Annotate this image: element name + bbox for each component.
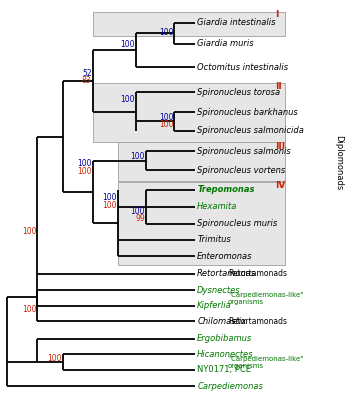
Text: 100: 100 <box>159 28 173 37</box>
Text: Retortamonas: Retortamonas <box>197 269 256 278</box>
Bar <box>118 142 285 181</box>
Text: 83: 83 <box>82 76 92 85</box>
Text: 100: 100 <box>159 120 173 129</box>
Text: Giardia intestinalis: Giardia intestinalis <box>197 18 276 27</box>
Text: 99: 99 <box>135 214 145 223</box>
Bar <box>118 182 285 265</box>
Text: Trimitus: Trimitus <box>197 235 231 244</box>
Text: 100: 100 <box>131 152 145 161</box>
Text: Spironucleus vortens: Spironucleus vortens <box>197 166 285 175</box>
Text: III: III <box>275 142 285 151</box>
Text: NY0171, PCE: NY0171, PCE <box>197 365 251 374</box>
Text: Hexamita: Hexamita <box>197 202 238 211</box>
Text: Enteromonas: Enteromonas <box>197 252 253 261</box>
Text: Retortamonads: Retortamonads <box>228 316 287 326</box>
Text: "Carpediemonas-like"
organisms: "Carpediemonas-like" organisms <box>228 292 303 305</box>
Text: Kipferlia: Kipferlia <box>197 301 232 310</box>
Text: 100: 100 <box>47 354 61 363</box>
Text: 100: 100 <box>102 201 117 210</box>
Text: Spironucleus muris: Spironucleus muris <box>197 219 278 228</box>
Bar <box>93 83 285 142</box>
Text: 100: 100 <box>121 40 135 49</box>
Text: Trepomonas: Trepomonas <box>197 185 255 194</box>
Text: 100: 100 <box>77 159 92 168</box>
Text: 100: 100 <box>159 113 173 122</box>
Text: Retortamonads: Retortamonads <box>228 269 287 278</box>
Text: 52: 52 <box>82 68 92 78</box>
Text: Diplomonads: Diplomonads <box>334 136 343 191</box>
Text: Hicanonectes: Hicanonectes <box>197 350 254 359</box>
Text: IV: IV <box>275 181 285 190</box>
Text: 100: 100 <box>77 167 92 176</box>
Text: Chilomastix: Chilomastix <box>197 316 247 326</box>
Text: Spironucleus salmonis: Spironucleus salmonis <box>197 147 291 156</box>
Text: 100: 100 <box>102 193 117 202</box>
Text: Dysnectes: Dysnectes <box>197 286 241 294</box>
Text: Spironucleus barkhanus: Spironucleus barkhanus <box>197 108 298 117</box>
Text: I: I <box>275 10 278 19</box>
Text: Giardia muris: Giardia muris <box>197 39 254 48</box>
Text: "Carpediemonas-like"
organisms: "Carpediemonas-like" organisms <box>228 356 303 369</box>
Text: II: II <box>275 82 281 91</box>
Text: Ergobibamus: Ergobibamus <box>197 334 252 343</box>
Text: Spironucleus torosa: Spironucleus torosa <box>197 88 280 97</box>
Text: Octomitus intestinalis: Octomitus intestinalis <box>197 63 288 72</box>
Text: 100: 100 <box>131 206 145 216</box>
Text: 100: 100 <box>121 95 135 104</box>
Text: Carpediemonas: Carpediemonas <box>197 382 263 390</box>
Text: Spironucleus salmonicida: Spironucleus salmonicida <box>197 126 304 135</box>
Bar <box>93 12 285 36</box>
Text: 100: 100 <box>22 227 37 236</box>
Text: 100: 100 <box>22 306 37 314</box>
